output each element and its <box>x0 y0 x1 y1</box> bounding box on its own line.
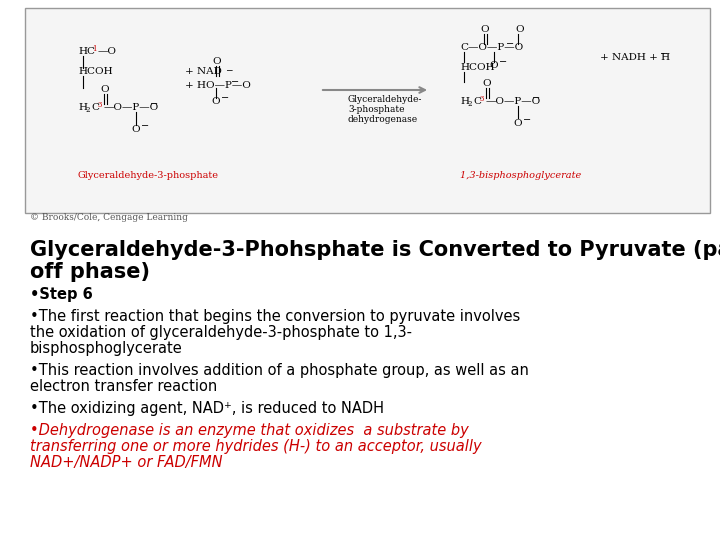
Text: —O—P—O: —O—P—O <box>104 104 159 112</box>
Text: •The first reaction that begins the conversion to pyruvate involves: •The first reaction that begins the conv… <box>30 309 521 324</box>
Text: 1,3-​bisphosphoglycerate: 1,3-​bisphosphoglycerate <box>460 171 581 179</box>
Text: 2: 2 <box>468 100 472 108</box>
Text: O: O <box>513 118 521 127</box>
Text: O: O <box>100 85 109 94</box>
Text: O: O <box>515 25 523 35</box>
Text: H: H <box>78 104 87 112</box>
Text: H: H <box>460 98 469 106</box>
Text: •The oxidizing agent, NAD⁺, is reduced to NADH: •The oxidizing agent, NAD⁺, is reduced t… <box>30 401 384 416</box>
Text: −: − <box>499 58 507 68</box>
Text: •Step 6: •Step 6 <box>30 287 93 302</box>
Text: −: − <box>225 65 233 75</box>
Text: dehydrogenase: dehydrogenase <box>348 116 418 125</box>
Text: off phase): off phase) <box>30 262 150 282</box>
Bar <box>25 8 710 213</box>
Text: −: − <box>523 116 531 125</box>
Text: 3: 3 <box>480 95 485 103</box>
Text: + NADH + H: + NADH + H <box>600 53 670 63</box>
Text: O: O <box>211 98 220 106</box>
Text: HCOH: HCOH <box>460 64 495 72</box>
Text: + NAD: + NAD <box>185 68 222 77</box>
Text: −: − <box>231 78 239 87</box>
Text: −: − <box>532 94 540 104</box>
Text: −: − <box>141 123 149 132</box>
Text: © Brooks/Cole, Cengage Learning: © Brooks/Cole, Cengage Learning <box>30 213 188 222</box>
Text: bisphosphoglycerate: bisphosphoglycerate <box>30 341 183 356</box>
Text: O: O <box>131 125 140 134</box>
Text: electron transfer reaction: electron transfer reaction <box>30 379 217 394</box>
Text: −: − <box>150 100 158 110</box>
Text: 2: 2 <box>86 106 91 114</box>
Text: C: C <box>473 98 481 106</box>
Text: HCOH: HCOH <box>78 68 112 77</box>
Text: •Dehydrogenase is an enzyme that oxidizes  a substrate by: •Dehydrogenase is an enzyme that oxidize… <box>30 423 469 438</box>
Text: Glyceraldehyde-3-phosphate: Glyceraldehyde-3-phosphate <box>78 171 219 179</box>
Text: −: − <box>506 40 514 50</box>
Text: —O: —O <box>98 48 117 57</box>
Text: + HO—P—O: + HO—P—O <box>185 80 251 90</box>
Text: 1: 1 <box>92 45 96 53</box>
Text: Glyceraldehyde-3-Phohsphate is Converted to Pyruvate (pay: Glyceraldehyde-3-Phohsphate is Converted… <box>30 240 720 260</box>
Text: —O—P—O: —O—P—O <box>486 98 541 106</box>
Text: C—O—P—O: C—O—P—O <box>460 44 523 52</box>
Text: O: O <box>482 79 490 89</box>
Text: •This reaction involves addition of a phosphate group, as well as an: •This reaction involves addition of a ph… <box>30 363 529 378</box>
Text: −: − <box>660 51 668 59</box>
Text: transferring one or more hydrides (H-) to an acceptor, usually: transferring one or more hydrides (H-) t… <box>30 439 482 454</box>
Text: O: O <box>489 62 498 71</box>
Text: 3: 3 <box>98 101 102 109</box>
Text: −: − <box>221 94 229 104</box>
Text: O: O <box>480 25 489 35</box>
Text: O: O <box>212 57 220 66</box>
Text: Glyceraldehyde-: Glyceraldehyde- <box>348 96 423 105</box>
Text: the oxidation of glyceraldehyde-3-phosphate to 1,3-: the oxidation of glyceraldehyde-3-phosph… <box>30 325 412 340</box>
Text: 3-phosphate: 3-phosphate <box>348 105 405 114</box>
Text: HC: HC <box>78 48 95 57</box>
Text: NAD+/NADP+ or FAD/FMN: NAD+/NADP+ or FAD/FMN <box>30 455 222 470</box>
Text: C: C <box>91 104 99 112</box>
